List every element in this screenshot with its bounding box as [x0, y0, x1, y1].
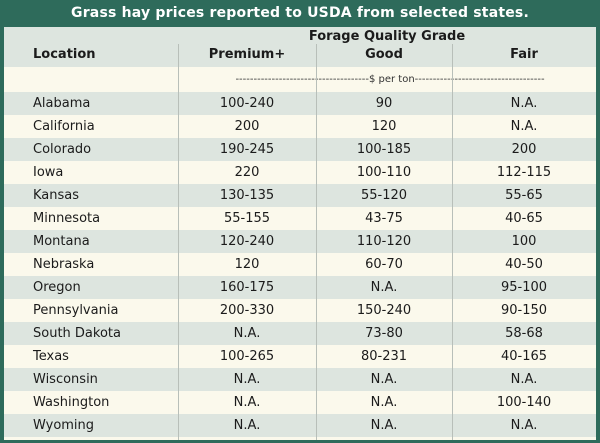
location-cell: Washington [33, 395, 110, 410]
grade-group-header: Forage Quality Grade [308, 29, 466, 44]
premium-cell: 100-240 [219, 96, 275, 111]
table-row: Colorado 190-245 100-185 200 [4, 138, 596, 161]
good-cell: 55-120 [360, 188, 408, 203]
location-cell: Oregon [33, 280, 81, 295]
table-row: South Dakota N.A. 73-80 58-68 [4, 322, 596, 345]
location-cell: Wyoming [33, 418, 95, 433]
good-cell: 60-70 [365, 257, 403, 272]
fair-cell: 100 [511, 234, 537, 249]
location-cell: Texas [33, 349, 69, 364]
fair-cell: 95-100 [500, 280, 548, 295]
fair-cell: N.A. [510, 96, 538, 111]
location-cell: Wisconsin [33, 372, 98, 387]
table-row: Washington N.A. N.A. 100-140 [4, 391, 596, 414]
location-cell: Alabama [33, 96, 91, 111]
premium-cell: 160-175 [219, 280, 275, 295]
location-cell: Kansas [33, 188, 80, 203]
premium-cell: N.A. [233, 326, 261, 341]
good-cell: 110-120 [356, 234, 412, 249]
good-cell: N.A. [370, 280, 398, 295]
location-cell: Nebraska [33, 257, 95, 272]
fair-cell: 40-65 [505, 211, 543, 226]
location-cell: Minnesota [33, 211, 101, 226]
table-header [4, 27, 596, 67]
location-cell: Montana [33, 234, 90, 249]
premium-cell: 130-135 [219, 188, 275, 203]
location-cell: Pennsylvania [33, 303, 119, 318]
col-header-good: Good [365, 47, 403, 62]
premium-cell: 220 [234, 165, 260, 180]
col-header-premium: Premium+ [208, 47, 286, 62]
fair-cell: 90-150 [500, 303, 548, 318]
fair-cell: 200 [511, 142, 537, 157]
fair-cell: 40-165 [500, 349, 548, 364]
premium-cell: N.A. [233, 395, 261, 410]
column-divider [178, 44, 179, 440]
table-row: Texas 100-265 80-231 40-165 [4, 345, 596, 368]
table-title: Grass hay prices reported to USDA from s… [71, 5, 529, 21]
good-cell: N.A. [370, 372, 398, 387]
col-header-location: Location [33, 47, 96, 62]
unit-row [4, 67, 596, 92]
good-cell: 100-185 [356, 142, 412, 157]
premium-cell: 120-240 [219, 234, 275, 249]
table-row: Minnesota 55-155 43-75 40-65 [4, 207, 596, 230]
location-cell: South Dakota [33, 326, 121, 341]
good-cell: 150-240 [356, 303, 412, 318]
good-cell: 120 [371, 119, 397, 134]
fair-cell: 58-68 [505, 326, 543, 341]
premium-cell: N.A. [233, 418, 261, 433]
good-cell: N.A. [370, 418, 398, 433]
premium-cell: 120 [234, 257, 260, 272]
fair-cell: N.A. [510, 372, 538, 387]
fair-cell: 100-140 [496, 395, 552, 410]
table-row: Wisconsin N.A. N.A. N.A. [4, 368, 596, 391]
column-divider [452, 44, 453, 440]
premium-cell: 200-330 [219, 303, 275, 318]
location-cell: Colorado [33, 142, 92, 157]
good-cell: 90 [375, 96, 393, 111]
good-cell: 80-231 [360, 349, 408, 364]
premium-cell: N.A. [233, 372, 261, 387]
fair-cell: N.A. [510, 418, 538, 433]
table-row: Montana 120-240 110-120 100 [4, 230, 596, 253]
table-row: Kansas 130-135 55-120 55-65 [4, 184, 596, 207]
location-cell: Iowa [33, 165, 64, 180]
premium-cell: 200 [234, 119, 260, 134]
fair-cell: N.A. [510, 119, 538, 134]
price-table: Alabama 100-240 90 N.A. California 200 120 N.A.… [4, 27, 596, 440]
good-cell: 100-110 [356, 165, 412, 180]
good-cell: 73-80 [365, 326, 403, 341]
table-row: Oregon 160-175 N.A. 95-100 [4, 276, 596, 299]
good-cell: 43-75 [365, 211, 403, 226]
fair-cell: 55-65 [505, 188, 543, 203]
column-divider [316, 44, 317, 440]
fair-cell: 112-115 [496, 165, 552, 180]
premium-cell: 55-155 [223, 211, 271, 226]
good-cell: N.A. [370, 395, 398, 410]
table-row: Pennsylvania 200-330 150-240 90-150 [4, 299, 596, 322]
premium-cell: 100-265 [219, 349, 275, 364]
fair-cell: 40-50 [505, 257, 543, 272]
premium-cell: 190-245 [219, 142, 275, 157]
table-row: Iowa 220 100-110 112-115 [4, 161, 596, 184]
col-header-fair: Fair [510, 47, 538, 62]
location-cell: California [33, 119, 95, 134]
table-row: Nebraska 120 60-70 40-50 [4, 253, 596, 276]
table-row: California 200 120 N.A. [4, 115, 596, 138]
table-row: Wyoming N.A. N.A. N.A. [4, 414, 596, 437]
unit-label: -------------------------------------$ p… [235, 74, 545, 85]
table-row: Alabama 100-240 90 N.A. [4, 92, 596, 115]
